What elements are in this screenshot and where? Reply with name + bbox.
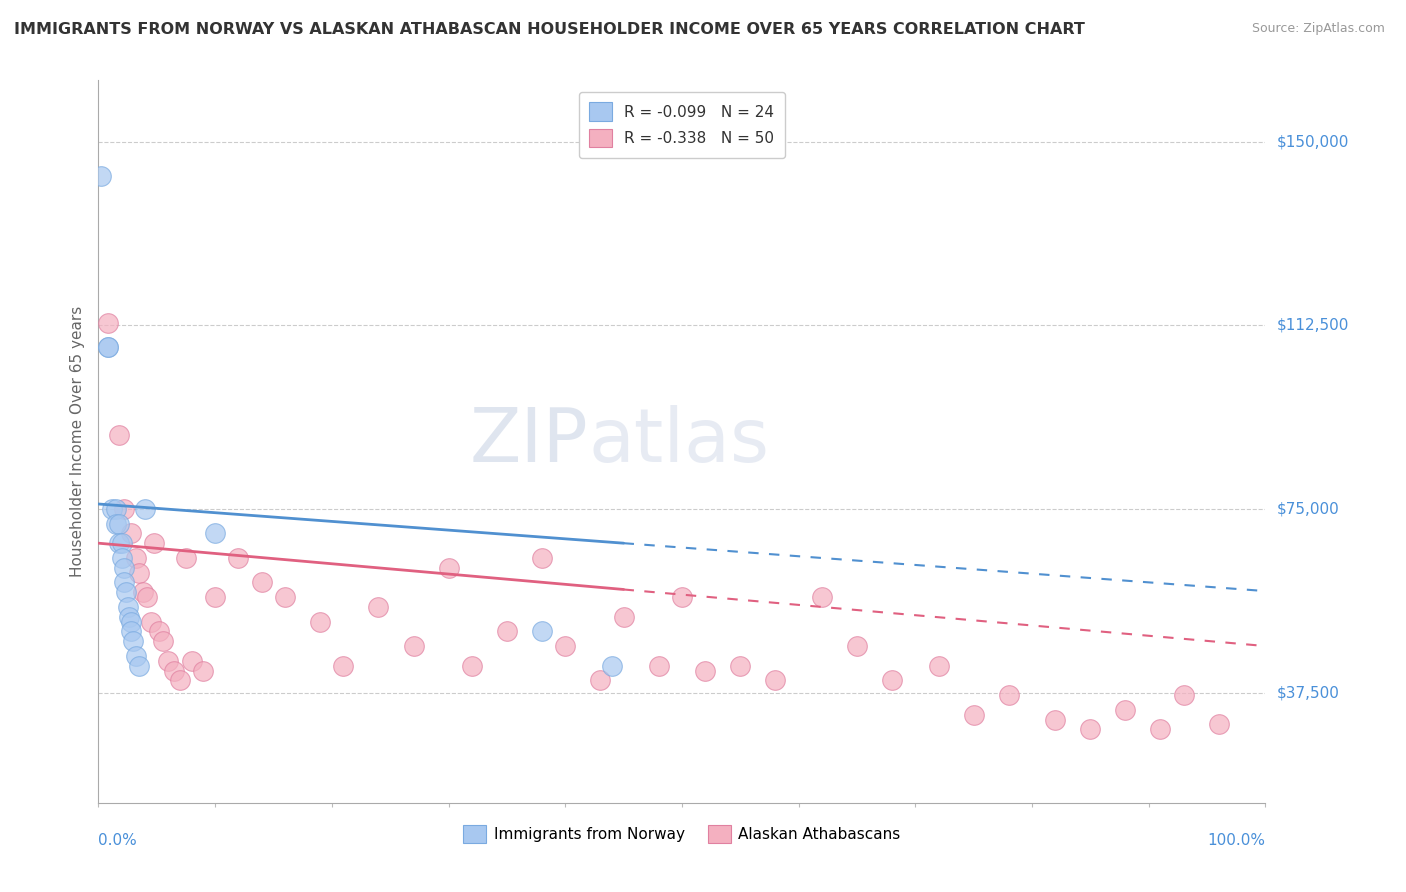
Point bbox=[125, 550, 148, 565]
Point bbox=[115, 585, 138, 599]
Point bbox=[112, 560, 135, 574]
Point bbox=[811, 590, 834, 604]
Point bbox=[1173, 688, 1195, 702]
Point bbox=[104, 516, 127, 531]
Point bbox=[101, 502, 124, 516]
Point bbox=[367, 599, 389, 614]
Point bbox=[671, 590, 693, 604]
Point bbox=[204, 590, 226, 604]
Point bbox=[928, 658, 950, 673]
Point bbox=[180, 654, 202, 668]
Point bbox=[112, 502, 135, 516]
Point bbox=[169, 673, 191, 688]
Point bbox=[730, 658, 752, 673]
Point bbox=[111, 550, 134, 565]
Point bbox=[461, 658, 484, 673]
Point bbox=[118, 609, 141, 624]
Point bbox=[554, 639, 576, 653]
Point bbox=[139, 615, 162, 629]
Point bbox=[120, 615, 142, 629]
Point bbox=[309, 615, 332, 629]
Text: 0.0%: 0.0% bbox=[98, 833, 138, 848]
Point bbox=[120, 526, 142, 541]
Point bbox=[530, 624, 553, 639]
Point bbox=[846, 639, 869, 653]
Text: $37,500: $37,500 bbox=[1277, 685, 1340, 700]
Point bbox=[204, 526, 226, 541]
Point bbox=[193, 664, 215, 678]
Point bbox=[997, 688, 1019, 702]
Point bbox=[134, 502, 156, 516]
Text: $112,500: $112,500 bbox=[1277, 318, 1348, 333]
Point bbox=[152, 634, 174, 648]
Point bbox=[880, 673, 903, 688]
Text: atlas: atlas bbox=[589, 405, 769, 478]
Point bbox=[132, 585, 155, 599]
Text: 100.0%: 100.0% bbox=[1208, 833, 1265, 848]
Point bbox=[108, 536, 131, 550]
Point bbox=[1208, 717, 1230, 731]
Point bbox=[117, 599, 139, 614]
Legend: R = -0.099   N = 24, R = -0.338   N = 50: R = -0.099 N = 24, R = -0.338 N = 50 bbox=[579, 92, 785, 158]
Point bbox=[125, 648, 148, 663]
Point bbox=[402, 639, 425, 653]
Text: IMMIGRANTS FROM NORWAY VS ALASKAN ATHABASCAN HOUSEHOLDER INCOME OVER 65 YEARS CO: IMMIGRANTS FROM NORWAY VS ALASKAN ATHABA… bbox=[14, 22, 1085, 37]
Point bbox=[1080, 723, 1102, 737]
Point bbox=[250, 575, 273, 590]
Point bbox=[108, 516, 131, 531]
Point bbox=[1045, 713, 1067, 727]
Point bbox=[111, 536, 134, 550]
Point bbox=[647, 658, 669, 673]
Point bbox=[120, 624, 142, 639]
Point bbox=[112, 575, 135, 590]
Point bbox=[90, 169, 112, 183]
Point bbox=[962, 707, 984, 722]
Point bbox=[600, 658, 623, 673]
Text: Source: ZipAtlas.com: Source: ZipAtlas.com bbox=[1251, 22, 1385, 36]
Point bbox=[108, 428, 131, 442]
Point bbox=[613, 609, 636, 624]
Point bbox=[437, 560, 460, 574]
Point bbox=[530, 550, 553, 565]
Point bbox=[97, 316, 120, 330]
Y-axis label: Householder Income Over 65 years: Householder Income Over 65 years bbox=[69, 306, 84, 577]
Point bbox=[1149, 723, 1171, 737]
Point bbox=[97, 340, 120, 354]
Point bbox=[589, 673, 612, 688]
Point bbox=[104, 502, 127, 516]
Point bbox=[136, 590, 159, 604]
Point bbox=[763, 673, 786, 688]
Text: $75,000: $75,000 bbox=[1277, 501, 1340, 516]
Point bbox=[143, 536, 166, 550]
Point bbox=[496, 624, 519, 639]
Point bbox=[274, 590, 297, 604]
Point bbox=[122, 634, 145, 648]
Point bbox=[1114, 703, 1136, 717]
Point bbox=[228, 550, 250, 565]
Point bbox=[128, 658, 150, 673]
Point bbox=[174, 550, 197, 565]
Point bbox=[332, 658, 354, 673]
Point bbox=[97, 340, 120, 354]
Text: $150,000: $150,000 bbox=[1277, 134, 1348, 149]
Text: ZIP: ZIP bbox=[470, 405, 589, 478]
Point bbox=[695, 664, 717, 678]
Point bbox=[148, 624, 170, 639]
Point bbox=[128, 566, 150, 580]
Point bbox=[157, 654, 180, 668]
Point bbox=[163, 664, 186, 678]
